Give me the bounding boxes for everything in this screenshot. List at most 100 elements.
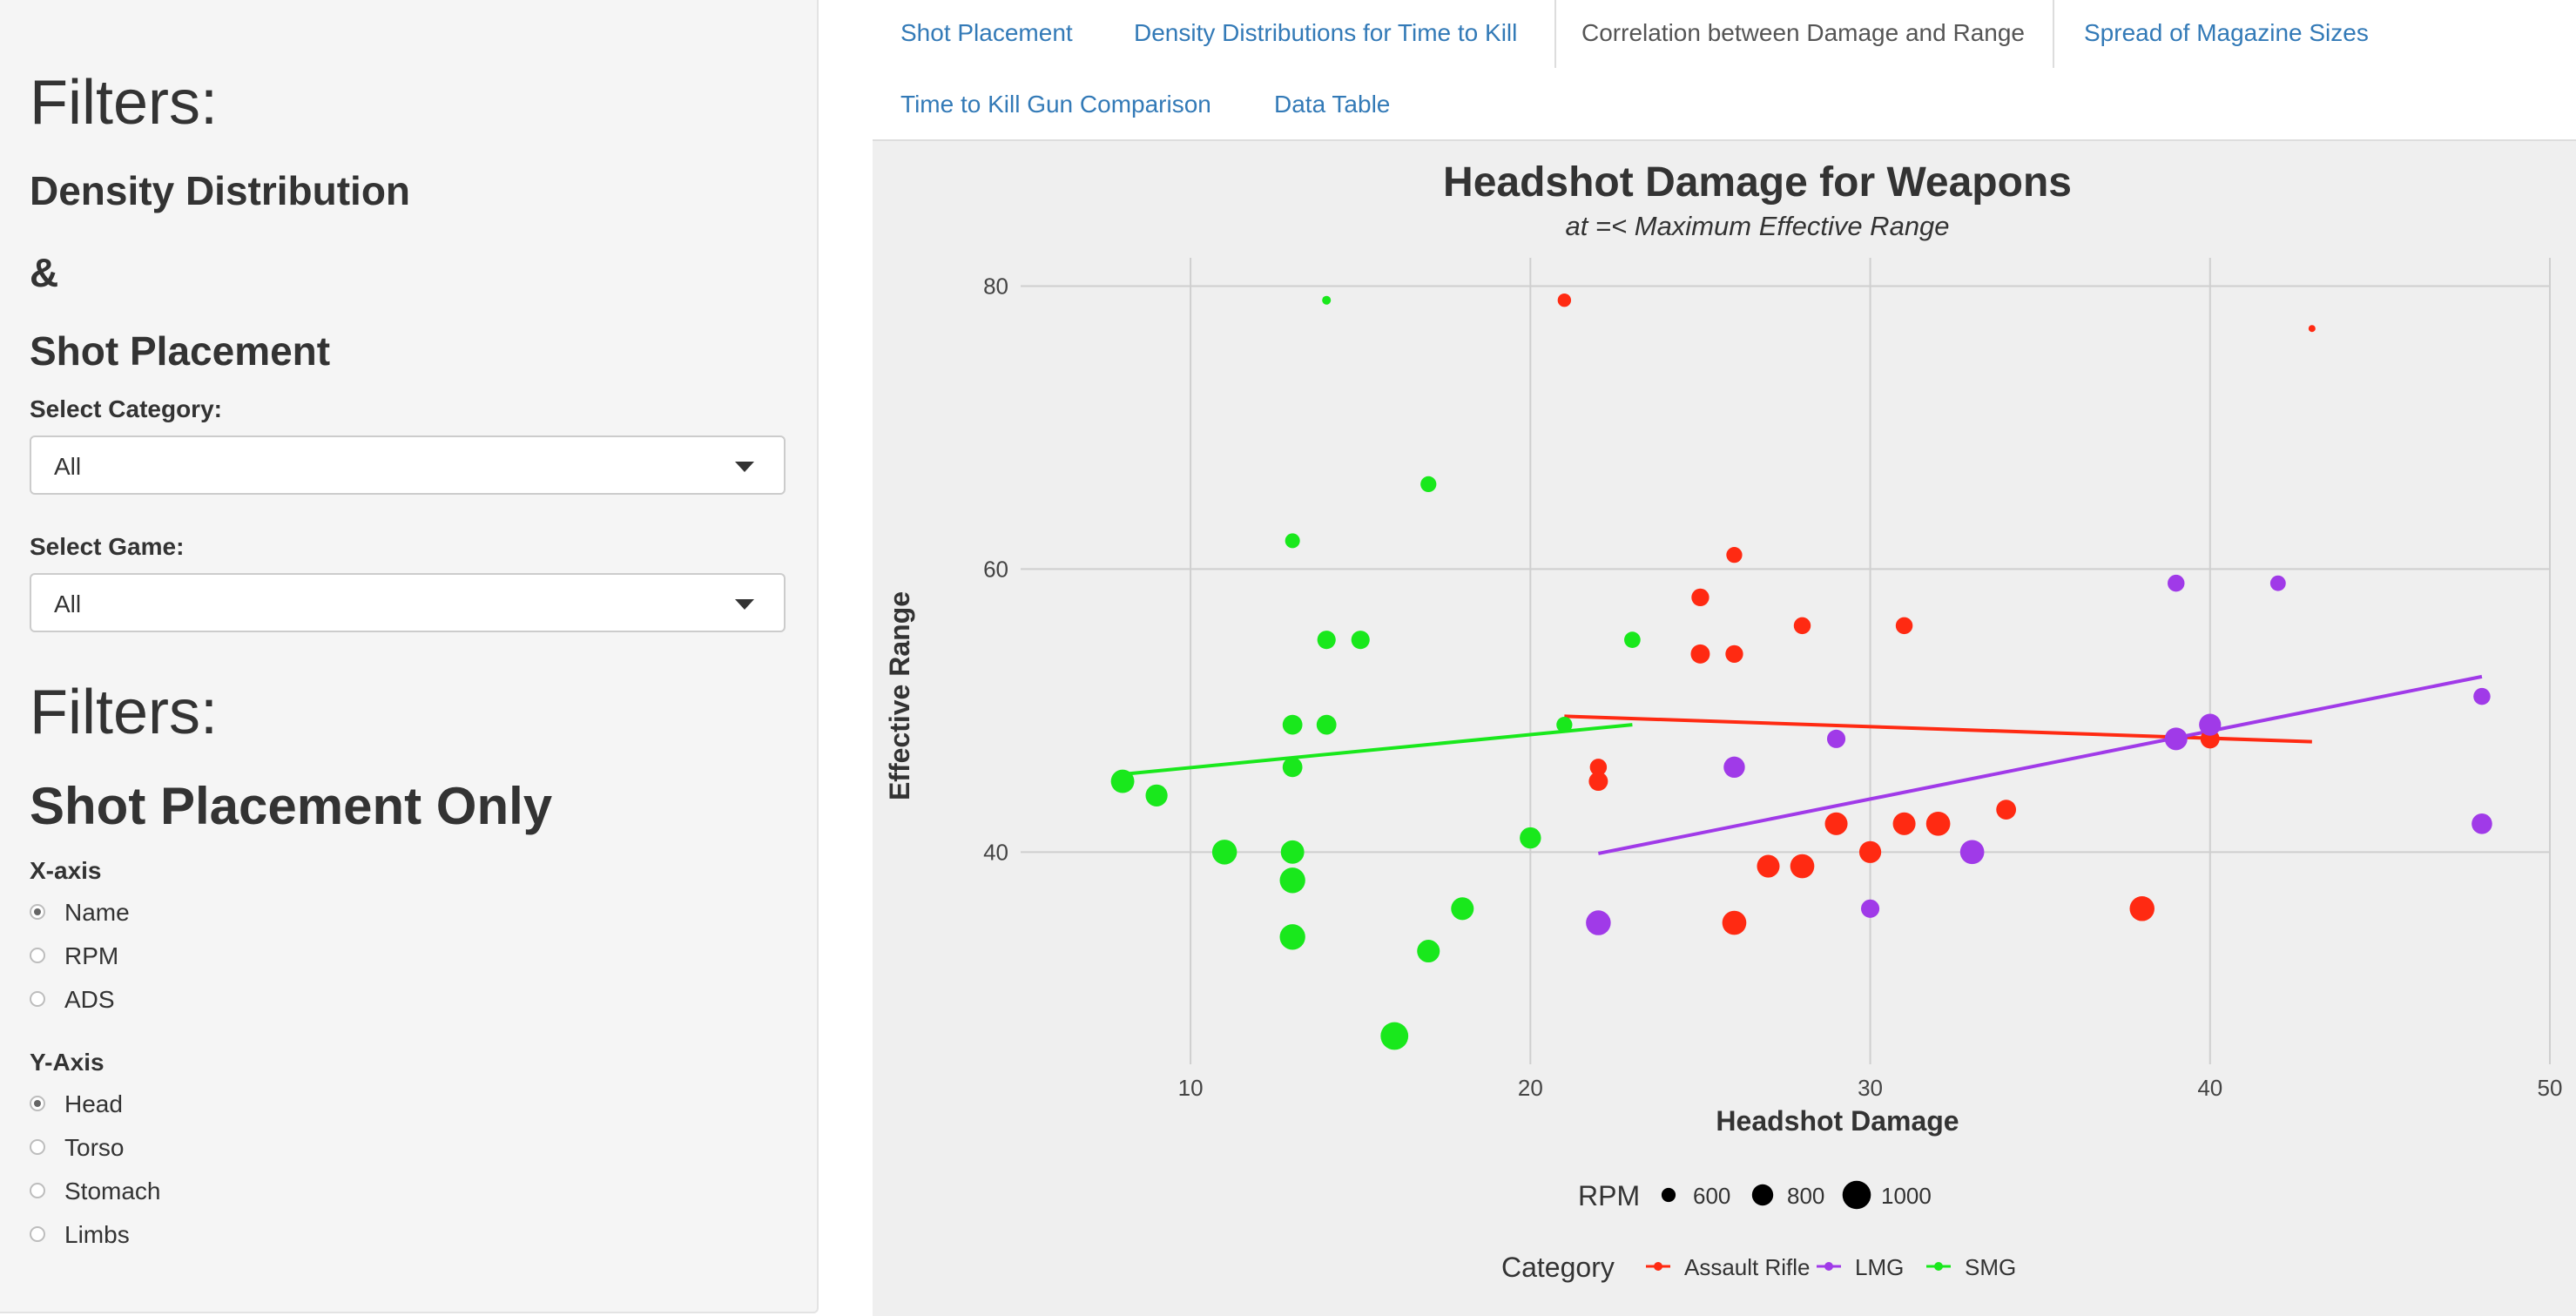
data-point bbox=[1858, 840, 1882, 863]
data-point bbox=[1282, 714, 1303, 735]
data-point bbox=[1316, 714, 1337, 735]
chart-title: Headshot Damage for Weapons bbox=[1443, 159, 2072, 206]
data-point bbox=[1586, 910, 1611, 935]
data-point bbox=[1996, 800, 2017, 820]
data-point bbox=[1895, 617, 1913, 635]
tab-data-table[interactable]: Data Table bbox=[1274, 91, 1391, 118]
data-point bbox=[1624, 631, 1641, 648]
data-point bbox=[1691, 588, 1709, 607]
tab-shot-placement[interactable]: Shot Placement bbox=[900, 19, 1073, 46]
filters-heading-1: Filters: bbox=[30, 68, 218, 138]
color-legend-key-dot bbox=[1824, 1262, 1833, 1271]
data-point bbox=[2168, 574, 2185, 592]
x-tick-label: 20 bbox=[1518, 1075, 1543, 1101]
data-point bbox=[1757, 854, 1780, 878]
data-point bbox=[2199, 713, 2222, 736]
density-distribution-heading: Density Distribution bbox=[30, 168, 411, 213]
tab-correlation[interactable]: Correlation between Damage and Range bbox=[1581, 19, 2025, 46]
ampersand-heading: & bbox=[30, 250, 59, 295]
size-legend-title: RPM bbox=[1578, 1180, 1640, 1211]
data-point bbox=[1726, 547, 1743, 564]
data-point bbox=[1722, 910, 1747, 935]
x-axis-label: X-axis bbox=[30, 857, 102, 884]
trend-line bbox=[1564, 714, 2312, 744]
chart-subtitle: at =< Maximum Effective Range bbox=[1565, 211, 1950, 241]
radio-label: Torso bbox=[64, 1134, 125, 1161]
tab-magazine-sizes[interactable]: Spread of Magazine Sizes bbox=[2084, 19, 2369, 46]
data-point bbox=[2164, 727, 2188, 751]
y-tick-label: 60 bbox=[983, 556, 1008, 582]
data-point bbox=[1557, 294, 1572, 307]
data-point bbox=[1793, 617, 1811, 635]
data-point bbox=[1211, 840, 1237, 865]
tab-time-to-kill-comparison[interactable]: Time to Kill Gun Comparison bbox=[900, 91, 1211, 118]
size-legend-key bbox=[1661, 1187, 1676, 1203]
data-point bbox=[2308, 325, 2316, 333]
data-point bbox=[1723, 756, 1745, 779]
radio-button-icon bbox=[30, 1096, 45, 1111]
game-select[interactable]: All bbox=[30, 573, 786, 632]
color-legend-label: LMG bbox=[1855, 1254, 1904, 1280]
chevron-down-icon bbox=[735, 462, 754, 472]
data-point bbox=[1556, 716, 1573, 733]
size-legend-label: 800 bbox=[1787, 1183, 1824, 1209]
data-point bbox=[1892, 812, 1916, 835]
x-tick-label: 10 bbox=[1178, 1075, 1204, 1101]
category-select-label: Select Category: bbox=[30, 395, 222, 422]
data-point bbox=[1110, 769, 1135, 793]
tab-divider bbox=[1554, 0, 1556, 68]
tab-divider bbox=[2053, 0, 2054, 68]
data-point bbox=[1690, 644, 1710, 664]
data-point bbox=[1520, 827, 1541, 849]
data-point bbox=[1959, 840, 1985, 865]
data-point bbox=[1145, 784, 1168, 806]
category-select[interactable]: All bbox=[30, 435, 786, 495]
data-point bbox=[1860, 899, 1880, 918]
size-legend-label: 1000 bbox=[1881, 1183, 1932, 1209]
radio-button-icon bbox=[30, 904, 45, 920]
data-point bbox=[1588, 772, 1608, 792]
radio-label: Limbs bbox=[64, 1221, 130, 1248]
radio-label: Head bbox=[64, 1090, 123, 1117]
y-axis-label: Y-Axis bbox=[30, 1049, 105, 1076]
data-point bbox=[1925, 811, 1951, 836]
size-legend-key bbox=[1751, 1184, 1774, 1206]
tab-density-distributions[interactable]: Density Distributions for Time to Kill bbox=[1134, 19, 1518, 46]
data-point bbox=[2471, 813, 2492, 834]
color-legend-key-dot bbox=[1654, 1262, 1662, 1271]
radio-label: RPM bbox=[64, 942, 119, 969]
data-point bbox=[1420, 476, 1437, 493]
scatter-chart: 10 20 30 40 50 40 60 80 Headshot Damage Effective… bbox=[884, 258, 2563, 1283]
data-point bbox=[1279, 867, 1305, 894]
sidebar-panel: Filters: Density Distribution & Shot Pla… bbox=[0, 0, 819, 1313]
chevron-down-icon bbox=[735, 599, 754, 610]
y-tick-label: 40 bbox=[983, 839, 1008, 865]
data-point bbox=[2269, 575, 2286, 591]
data-point bbox=[1451, 897, 1474, 921]
x-tick-label: 50 bbox=[2538, 1075, 2563, 1101]
data-point bbox=[1589, 759, 1608, 776]
radio-button-icon bbox=[30, 1226, 45, 1242]
color-legend-label: SMG bbox=[1965, 1254, 2016, 1280]
data-point bbox=[1280, 840, 1305, 864]
filters-heading-2: Filters: bbox=[30, 678, 218, 747]
data-point bbox=[1790, 854, 1815, 879]
tab-bar: Shot Placement Density Distributions for… bbox=[873, 0, 2576, 141]
data-point bbox=[1725, 645, 1743, 664]
data-point bbox=[1322, 295, 1332, 305]
plot-panel: Headshot Damage for Weapons at =< Maximu… bbox=[873, 141, 2576, 1316]
size-legend-label: 600 bbox=[1693, 1183, 1730, 1209]
y-tick-label: 80 bbox=[983, 273, 1008, 299]
x-axis-title: Headshot Damage bbox=[1716, 1105, 1959, 1137]
data-point bbox=[2473, 687, 2491, 705]
trend-line bbox=[1122, 723, 1633, 776]
color-legend-title: Category bbox=[1501, 1252, 1615, 1283]
x-tick-label: 30 bbox=[1858, 1075, 1883, 1101]
data-point bbox=[1282, 757, 1303, 778]
shot-placement-heading: Shot Placement bbox=[30, 328, 331, 374]
y-axis-title: Effective Range bbox=[884, 591, 915, 800]
category-select-value: All bbox=[54, 453, 82, 480]
data-point bbox=[1417, 940, 1440, 963]
trend-line bbox=[1597, 674, 2483, 855]
color-legend-label: Assault Rifle bbox=[1684, 1254, 1811, 1280]
